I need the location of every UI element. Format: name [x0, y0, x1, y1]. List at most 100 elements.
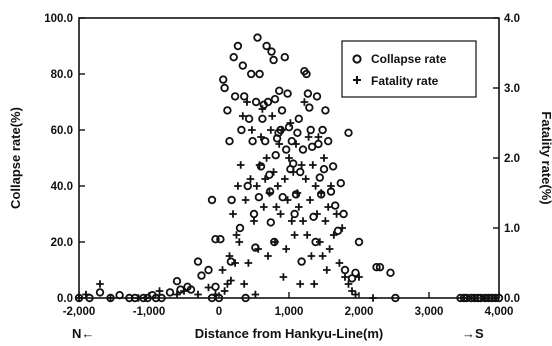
collapse-rate-point: [254, 192, 264, 202]
collapse-rate-point: [251, 97, 261, 107]
collapse-rate-point: [282, 145, 291, 154]
fatality-rate-point: [173, 290, 181, 299]
collapse-rate-point: [261, 136, 270, 146]
fatality-rate-point: [304, 133, 313, 141]
collapse-rate-point: [95, 288, 105, 297]
x-tick-label: 0: [216, 306, 222, 318]
collapse-rate-point: [277, 106, 287, 115]
fatality-rate-point: [275, 140, 283, 148]
fatality-rate-point: [251, 290, 260, 299]
fatality-rate-point: [231, 259, 239, 267]
collapse-rate-point: [386, 268, 395, 277]
collapse-rate-point: [248, 136, 257, 146]
fatality-rate-point: [460, 294, 468, 302]
fatality-rate-point: [307, 252, 316, 260]
collapse-rate-point: [321, 106, 330, 115]
fatality-rate-point: [282, 245, 290, 253]
collapse-rate-point: [157, 293, 166, 303]
collapse-rate-point: [241, 293, 250, 303]
collapse-rate-point: [225, 136, 234, 146]
fatality-rate-point: [314, 133, 323, 141]
collapse-rate-point: [204, 265, 213, 275]
collapse-rate-point: [216, 234, 225, 244]
collapse-rate-point: [266, 218, 275, 227]
collapse-rate-point: [289, 159, 298, 168]
collapse-rate-point: [280, 53, 289, 62]
axis-tick-labels: -2,000 -1,000 0 1,000 2,000 3,000 4,0000.020.0…: [44, 13, 520, 318]
legend-label-fatality: Fatality rate: [371, 74, 439, 88]
y-left-tick-label: 80.0: [51, 69, 73, 81]
collapse-rate-point: [283, 89, 292, 98]
x-tick-label: -2,000: [63, 306, 96, 318]
legend-plus-marker: [353, 76, 361, 84]
fatality-rate-point: [265, 189, 274, 197]
fatality-rate-point: [470, 294, 479, 302]
collapse-rate-point: [230, 92, 240, 101]
fatality-rate-point: [310, 280, 318, 288]
fatality-rate-point: [257, 133, 265, 141]
fatality-rate-point: [321, 217, 330, 225]
fatality-rate-point: [332, 210, 341, 218]
fatality-rate-point: [211, 290, 220, 299]
fatality-rate-point: [324, 203, 332, 211]
fatality-rate-point: [244, 259, 253, 267]
collapse-rate-point: [223, 106, 232, 115]
fatality-rate-point: [235, 238, 244, 246]
fatality-rate-point: [288, 217, 296, 225]
fatality-rate-point: [296, 280, 304, 288]
y-right-tick-label: 1.0: [504, 223, 520, 235]
collapse-rate-point: [258, 114, 267, 123]
collapse-rate-point: [151, 293, 161, 303]
collapse-rate-point: [375, 263, 385, 272]
collapse-rate-point: [193, 257, 203, 266]
collapse-rate-point: [302, 69, 311, 79]
fatality-rate-point: [255, 161, 264, 169]
fatality-rate-point: [262, 154, 271, 162]
fatality-rate-point: [344, 280, 353, 288]
legend-box: [341, 40, 477, 98]
fatality-rate-point: [276, 210, 285, 218]
fatality-rate-point: [311, 182, 320, 190]
fatality-rate-point: [279, 273, 288, 281]
fatality-rate-point: [225, 252, 234, 260]
y-left-tick-label: 100.0: [44, 13, 73, 25]
fatality-rate-point: [348, 287, 356, 295]
collapse-rate-point: [211, 234, 220, 244]
fatality-rate-point: [232, 231, 241, 239]
fatality-rate-point: [278, 126, 286, 134]
collapse-rate-point: [298, 145, 308, 154]
collapse-rate-point: [197, 271, 206, 280]
collapse-rate-point: [233, 41, 243, 51]
collapse-rate-point: [243, 181, 252, 191]
fatality-rate-point: [254, 245, 262, 253]
fatality-rate-point: [75, 294, 83, 302]
fatality-rate-point: [286, 119, 295, 127]
collapse-rate-point: [186, 285, 196, 294]
collapse-rate-point: [297, 257, 306, 266]
y-right-tick-label: 2.0: [504, 153, 520, 165]
fatality-rate-point: [327, 182, 335, 190]
fatality-rate-point: [204, 283, 213, 292]
fatality-rate-point: [234, 182, 242, 190]
collapse-rate-point: [293, 128, 302, 137]
collapse-rate-point: [324, 136, 333, 146]
fatality-rate-point: [290, 231, 299, 239]
collapse-rate-point: [306, 125, 315, 135]
fatality-rate-point: [243, 98, 251, 106]
collapse-rate-point: [125, 293, 134, 303]
fatality-rate-point: [241, 196, 250, 204]
collapse-rate-point: [270, 94, 280, 104]
fatality-rate-point: [330, 231, 338, 239]
y-axis-label-right: Fatality rate(%): [539, 111, 552, 204]
collapse-rate-point: [172, 277, 182, 286]
collapse-rate-point: [239, 92, 249, 101]
collapse-rate-point: [290, 209, 299, 219]
fatality-rate-point: [369, 294, 377, 302]
fatality-rate-point: [335, 259, 344, 267]
collapse-rate-point: [218, 75, 228, 84]
x-tick-label: 3,000: [415, 306, 444, 318]
collapse-rate-point: [256, 162, 266, 171]
collapse-rate-point: [328, 162, 338, 171]
collapse-rate-point: [275, 86, 284, 95]
